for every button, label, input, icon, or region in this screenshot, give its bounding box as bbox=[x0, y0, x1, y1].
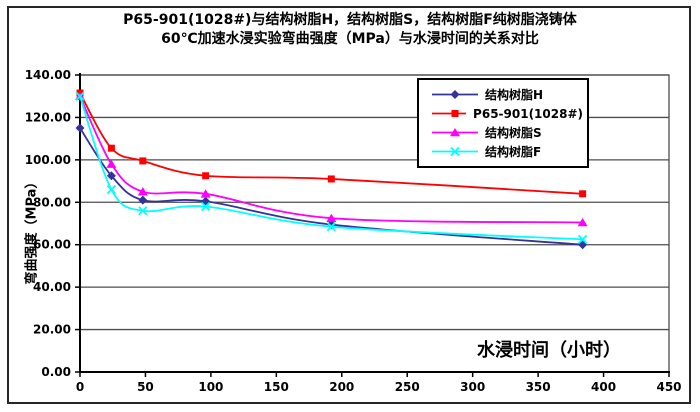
chart-border bbox=[7, 6, 691, 404]
x-tick-label: 450 bbox=[656, 380, 681, 394]
x-tick-label: 300 bbox=[460, 380, 485, 394]
legend-item: 结构树脂H bbox=[432, 85, 583, 104]
series-marker-square bbox=[107, 144, 115, 152]
x-tick-label: 150 bbox=[264, 380, 289, 394]
legend-key-x bbox=[432, 146, 478, 157]
y-axis-title: 弯曲强度（MPa） bbox=[24, 175, 40, 285]
series-marker-x bbox=[450, 146, 460, 157]
legend-label: 结构树脂H bbox=[485, 88, 544, 102]
series-marker-triangle bbox=[450, 128, 460, 137]
series-3 bbox=[75, 91, 588, 245]
series-marker-square bbox=[202, 172, 210, 180]
legend: 结构树脂H P65-901(1028#) 结构树脂S 结构树脂F bbox=[417, 78, 589, 168]
series-marker-square bbox=[139, 157, 147, 165]
series-marker-triangle bbox=[137, 187, 148, 196]
legend-item: 结构树脂F bbox=[432, 142, 583, 161]
y-tick-label: 120.00 bbox=[25, 110, 71, 124]
legend-key-diamond bbox=[432, 90, 478, 99]
series-marker-x bbox=[138, 206, 148, 216]
x-tick-label: 200 bbox=[329, 380, 354, 394]
y-tick-label: 60.00 bbox=[33, 238, 71, 252]
x-tick-label: 400 bbox=[591, 380, 616, 394]
series-marker-triangle bbox=[106, 159, 117, 168]
series-marker-triangle bbox=[200, 189, 211, 198]
y-tick-label: 80.00 bbox=[33, 195, 71, 209]
series-marker-diamond bbox=[138, 195, 148, 205]
series-marker-triangle bbox=[326, 213, 337, 222]
legend-key-triangle bbox=[432, 128, 478, 137]
series-marker-x bbox=[201, 201, 211, 212]
legend-label: P65-901(1028#) bbox=[473, 106, 583, 121]
x-tick-label: 50 bbox=[137, 380, 154, 394]
x-tick-label: 100 bbox=[198, 380, 223, 394]
y-tick-label: 100.00 bbox=[25, 153, 71, 167]
series-marker-x bbox=[577, 234, 588, 245]
x-axis-title: 水浸时间（小时） bbox=[477, 340, 621, 361]
y-tick-label: 0.00 bbox=[41, 365, 71, 379]
series-marker-square bbox=[579, 190, 587, 198]
series-marker-x bbox=[326, 222, 336, 232]
x-tick-label: 0 bbox=[76, 380, 84, 394]
series-marker-diamond bbox=[450, 90, 460, 99]
legend-label: 结构树脂S bbox=[485, 126, 542, 140]
x-tick-label: 350 bbox=[526, 380, 551, 394]
x-tick-label: 250 bbox=[395, 380, 420, 394]
series-marker-x bbox=[106, 184, 117, 195]
series-marker-triangle bbox=[577, 217, 588, 227]
series-marker-diamond bbox=[106, 171, 116, 181]
legend-label: 结构树脂F bbox=[485, 145, 542, 159]
chart-title-line1: P65-901(1028#)与结构树脂H，结构树脂S，结构树脂F纯树脂浇铸体 bbox=[123, 12, 577, 28]
legend-item: 结构树脂S bbox=[432, 123, 583, 142]
series-marker-x bbox=[75, 91, 85, 101]
series-marker-square bbox=[327, 175, 335, 183]
series-2 bbox=[75, 91, 588, 227]
y-tick-label: 20.00 bbox=[33, 323, 71, 337]
chart-title: P65-901(1028#)与结构树脂H，结构树脂S，结构树脂F纯树脂浇铸体 6… bbox=[0, 11, 700, 49]
legend-item: P65-901(1028#) bbox=[432, 104, 583, 123]
y-tick-label: 40.00 bbox=[33, 280, 71, 294]
y-tick-label: 140.00 bbox=[25, 68, 71, 82]
series-marker-diamond bbox=[75, 123, 85, 133]
chart-title-line2: 60℃加速水浸实验弯曲强度（MPa）与水浸时间的关系对比 bbox=[161, 31, 539, 47]
series-marker-square bbox=[451, 110, 459, 117]
legend-key-square bbox=[432, 110, 467, 117]
